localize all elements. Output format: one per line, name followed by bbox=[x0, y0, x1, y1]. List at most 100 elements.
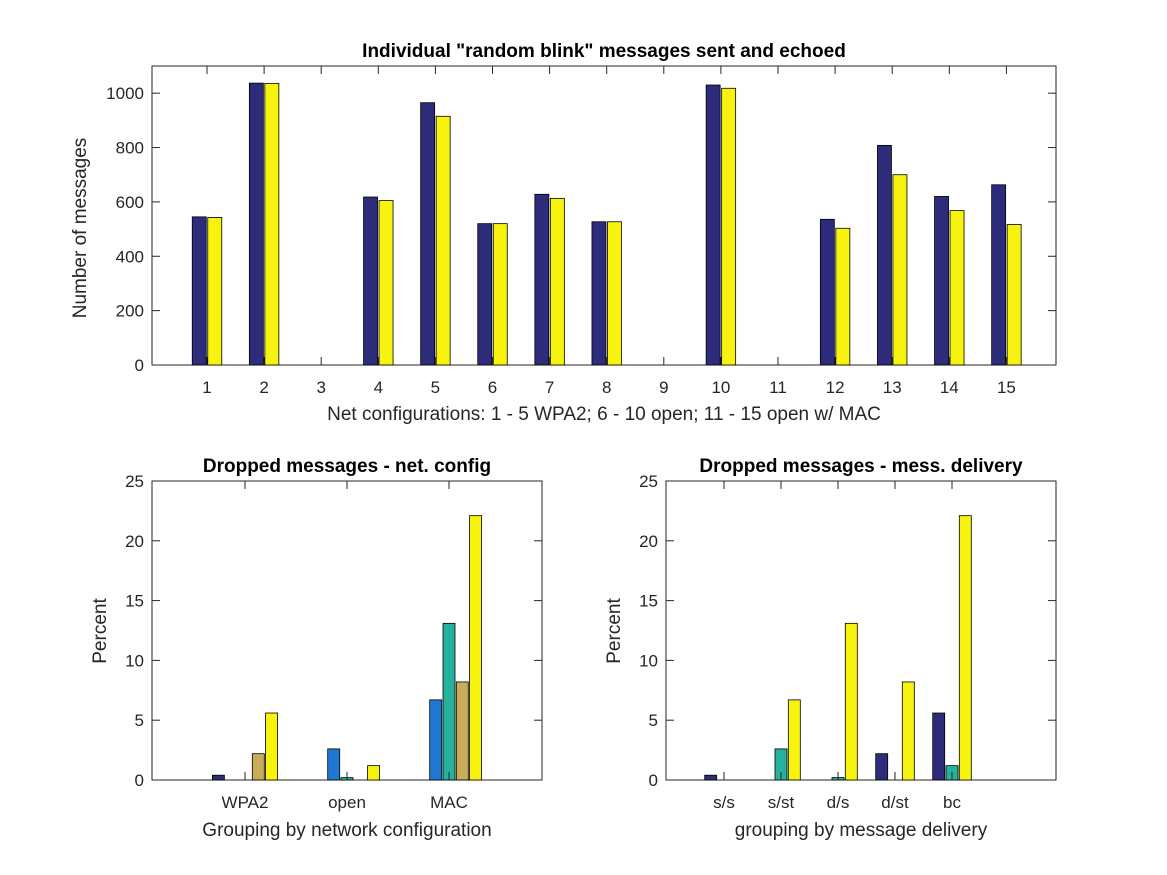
top-x-tick-label: 10 bbox=[711, 378, 730, 397]
bottom-left-bar bbox=[265, 712, 279, 781]
top-bar bbox=[721, 87, 737, 366]
bottom-right-panel: Dropped messages - mess. delivery 0 5 10 15… bbox=[604, 456, 1057, 841]
bottom-right-y-tick-label: 25 bbox=[639, 472, 658, 491]
bottom-right-x-tick-label: d/s bbox=[827, 793, 850, 812]
bottom-left-bar bbox=[251, 753, 265, 781]
top-bar bbox=[477, 223, 493, 366]
top-bar bbox=[934, 196, 949, 366]
bottom-left-y-tick-label: 15 bbox=[125, 592, 144, 611]
top-bar bbox=[264, 82, 280, 366]
bottom-right-x-tick-label: s/st bbox=[768, 793, 795, 812]
bottom-right-plot-frame bbox=[665, 480, 1057, 781]
top-bar bbox=[248, 82, 264, 366]
bottom-right-y-tick-label: 20 bbox=[639, 532, 658, 551]
top-bar bbox=[420, 102, 436, 366]
bottom-left-y-tick-label: 5 bbox=[135, 711, 144, 730]
top-y-tick-label: 200 bbox=[116, 302, 144, 321]
bottom-right-y-tick-label: 0 bbox=[649, 771, 658, 790]
top-bar bbox=[435, 115, 451, 366]
bottom-right-x-ticks: s/s s/st d/s d/st bc bbox=[713, 481, 961, 812]
bottom-right-bar bbox=[787, 699, 801, 781]
bottom-left-y-tick-label: 20 bbox=[125, 532, 144, 551]
top-x-tick-label: 4 bbox=[374, 378, 383, 397]
top-x-tick-label: 8 bbox=[602, 378, 611, 397]
bottom-left-y-tick-label: 10 bbox=[125, 651, 144, 670]
bottom-left-bar bbox=[211, 774, 225, 781]
bottom-left-chart-title: Dropped messages - net. config bbox=[203, 456, 491, 477]
bottom-left-bar bbox=[469, 515, 483, 781]
top-bar bbox=[549, 197, 565, 366]
bottom-right-chart-title: Dropped messages - mess. delivery bbox=[699, 456, 1023, 477]
top-bar bbox=[378, 200, 394, 366]
top-x-tick-label: 2 bbox=[259, 378, 268, 397]
top-y-tick-label: 800 bbox=[116, 139, 144, 158]
top-bar bbox=[207, 217, 223, 366]
bottom-right-bar bbox=[875, 753, 889, 781]
bottom-left-x-axis-label: Grouping by network configuration bbox=[202, 820, 491, 841]
top-bar bbox=[991, 184, 1007, 366]
top-bar bbox=[492, 223, 508, 366]
top-x-tick-label: 7 bbox=[545, 378, 554, 397]
top-bar bbox=[591, 221, 607, 366]
bottom-right-y-tick-label: 15 bbox=[639, 592, 658, 611]
bottom-left-bar bbox=[442, 622, 456, 781]
bottom-left-x-tick-label: open bbox=[328, 793, 366, 812]
top-x-tick-label: 1 bbox=[202, 378, 211, 397]
top-y-ticks: 0 200 400 600 800 1000 bbox=[106, 84, 1056, 375]
bottom-left-y-ticks: 0 5 10 15 20 25 bbox=[125, 472, 542, 790]
top-x-tick-label: 15 bbox=[997, 378, 1016, 397]
bottom-left-bar bbox=[327, 748, 341, 781]
bottom-right-bar bbox=[932, 712, 946, 781]
top-bar bbox=[191, 216, 207, 366]
bottom-right-bar bbox=[958, 515, 972, 781]
top-bar bbox=[835, 227, 851, 366]
top-chart-title: Individual "random blink" messages sent … bbox=[362, 41, 846, 62]
top-x-tick-label: 3 bbox=[316, 378, 325, 397]
bottom-left-y-axis-label: Percent bbox=[90, 598, 111, 664]
bottom-right-y-tick-label: 10 bbox=[639, 651, 658, 670]
top-x-axis-label: Net configurations: 1 - 5 WPA2; 6 - 10 o… bbox=[327, 404, 881, 425]
top-y-tick-label: 400 bbox=[116, 247, 144, 266]
bottom-right-y-tick-label: 5 bbox=[649, 711, 658, 730]
bottom-left-bar bbox=[455, 681, 469, 781]
top-bar bbox=[892, 174, 908, 366]
bottom-right-x-tick-label: s/s bbox=[713, 793, 735, 812]
top-x-tick-label: 6 bbox=[488, 378, 497, 397]
bottom-left-y-tick-label: 25 bbox=[125, 472, 144, 491]
bottom-right-bar bbox=[901, 681, 915, 781]
top-bar bbox=[607, 221, 622, 366]
top-panel: Individual "random blink" messages sent … bbox=[70, 41, 1057, 425]
top-x-tick-label: 5 bbox=[431, 378, 440, 397]
top-bar bbox=[534, 193, 550, 366]
bottom-left-plot-frame bbox=[151, 480, 543, 781]
top-bar bbox=[877, 144, 892, 366]
top-bar bbox=[949, 210, 965, 366]
top-y-axis-label: Number of messages bbox=[70, 138, 91, 319]
bottom-left-bar bbox=[367, 765, 381, 781]
bottom-left-bar bbox=[429, 699, 443, 781]
bottom-right-x-axis-label: grouping by message delivery bbox=[735, 820, 988, 841]
bottom-left-bars bbox=[211, 515, 483, 781]
bottom-left-y-tick-label: 0 bbox=[135, 771, 144, 790]
top-x-ticks: 1 2 3 4 5 6 7 8 9 10 11 12 13 14 15 bbox=[202, 66, 1016, 397]
bottom-left-x-tick-label: MAC bbox=[430, 793, 468, 812]
top-bars bbox=[191, 82, 1022, 366]
top-x-tick-label: 14 bbox=[940, 378, 959, 397]
top-x-tick-label: 9 bbox=[659, 378, 668, 397]
top-bar bbox=[819, 218, 835, 366]
top-y-tick-label: 1000 bbox=[106, 84, 144, 103]
top-bar bbox=[705, 84, 721, 366]
bottom-left-x-tick-label: WPA2 bbox=[222, 793, 269, 812]
top-x-tick-label: 12 bbox=[826, 378, 845, 397]
top-bar bbox=[1006, 224, 1022, 366]
bottom-right-y-axis-label: Percent bbox=[604, 598, 625, 664]
top-x-tick-label: 13 bbox=[883, 378, 902, 397]
bottom-right-bar bbox=[844, 622, 858, 781]
bottom-right-bars bbox=[704, 515, 972, 781]
bottom-right-bar bbox=[704, 774, 718, 781]
bottom-right-y-ticks: 0 5 10 15 20 25 bbox=[639, 472, 1056, 790]
bottom-right-x-tick-label: d/st bbox=[881, 793, 909, 812]
top-y-tick-label: 600 bbox=[116, 193, 144, 212]
top-y-tick-label: 0 bbox=[135, 356, 144, 375]
